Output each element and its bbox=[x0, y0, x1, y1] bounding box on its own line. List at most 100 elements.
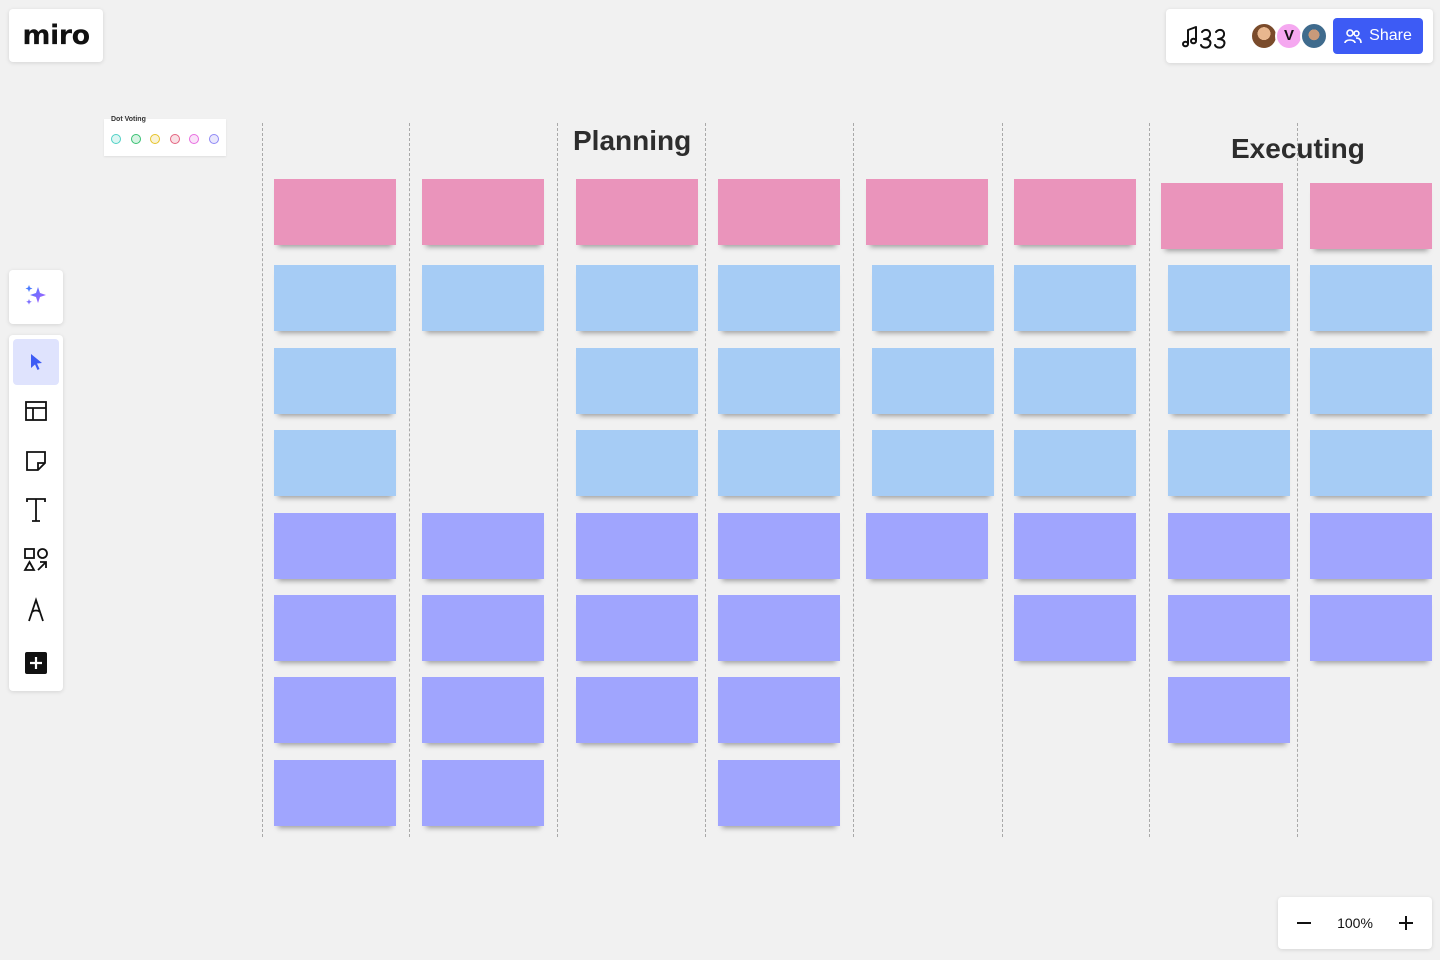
user-avatar[interactable] bbox=[1300, 22, 1328, 50]
pen-icon bbox=[28, 597, 44, 622]
sticky-note-violet[interactable] bbox=[422, 595, 544, 661]
logo-text: miro bbox=[22, 20, 90, 51]
zoom-in-button[interactable] bbox=[1394, 911, 1418, 935]
sticky-note-blue[interactable] bbox=[274, 430, 396, 496]
sticky-note-blue[interactable] bbox=[872, 430, 994, 496]
shapes-tool[interactable] bbox=[13, 537, 59, 583]
sticky-note-violet[interactable] bbox=[576, 513, 698, 579]
logo[interactable]: miro bbox=[9, 9, 103, 62]
sticky-note-icon bbox=[26, 451, 46, 471]
vote-dot[interactable] bbox=[189, 134, 200, 144]
sticky-note-pink[interactable] bbox=[1310, 183, 1432, 249]
zoom-level[interactable]: 100% bbox=[1337, 915, 1373, 931]
more-tools-button[interactable] bbox=[13, 640, 59, 686]
column-divider bbox=[705, 123, 706, 837]
collaboration-bar: V Share bbox=[1166, 9, 1433, 63]
pen-tool[interactable] bbox=[13, 587, 59, 633]
column-divider bbox=[262, 123, 263, 837]
column-divider bbox=[409, 123, 410, 837]
zoom-out-button[interactable] bbox=[1292, 911, 1316, 935]
sticky-note-pink[interactable] bbox=[1014, 179, 1136, 245]
sticky-note-violet[interactable] bbox=[1310, 513, 1432, 579]
sticky-note-pink[interactable] bbox=[422, 179, 544, 245]
sticky-note-blue[interactable] bbox=[422, 265, 544, 331]
sticky-note-pink[interactable] bbox=[1161, 183, 1283, 249]
sticky-note-violet[interactable] bbox=[866, 513, 988, 579]
sticky-note-violet[interactable] bbox=[1014, 513, 1136, 579]
templates-tool[interactable] bbox=[13, 388, 59, 434]
sticky-note-violet[interactable] bbox=[422, 513, 544, 579]
sticky-note-violet[interactable] bbox=[718, 595, 840, 661]
share-button[interactable]: Share bbox=[1333, 18, 1423, 54]
sticky-note-blue[interactable] bbox=[1168, 265, 1290, 331]
sticky-note-tool[interactable] bbox=[13, 438, 59, 484]
sticky-note-violet[interactable] bbox=[576, 595, 698, 661]
plus-square-icon bbox=[25, 652, 47, 674]
sticky-note-blue[interactable] bbox=[718, 430, 840, 496]
sticky-note-violet[interactable] bbox=[274, 760, 396, 826]
sticky-note-violet[interactable] bbox=[576, 677, 698, 743]
column-divider bbox=[1297, 123, 1298, 837]
zoom-controls: 100% bbox=[1278, 897, 1432, 949]
cursor-icon bbox=[31, 354, 42, 370]
shapes-icon bbox=[23, 548, 48, 571]
sticky-note-violet[interactable] bbox=[1310, 595, 1432, 661]
sticky-note-blue[interactable] bbox=[1310, 348, 1432, 414]
sticky-note-pink[interactable] bbox=[274, 179, 396, 245]
sticky-note-blue[interactable] bbox=[1014, 430, 1136, 496]
sticky-note-violet[interactable] bbox=[422, 760, 544, 826]
minus-icon bbox=[1297, 922, 1311, 924]
sticky-note-blue[interactable] bbox=[274, 348, 396, 414]
sticky-note-violet[interactable] bbox=[718, 760, 840, 826]
column-divider bbox=[1002, 123, 1003, 837]
sticky-note-violet[interactable] bbox=[718, 513, 840, 579]
sticky-note-blue[interactable] bbox=[1310, 265, 1432, 331]
sticky-note-pink[interactable] bbox=[576, 179, 698, 245]
sticky-note-violet[interactable] bbox=[1168, 513, 1290, 579]
sticky-note-violet[interactable] bbox=[274, 595, 396, 661]
vote-dot[interactable] bbox=[111, 134, 121, 144]
sticky-note-blue[interactable] bbox=[718, 265, 840, 331]
sticky-note-violet[interactable] bbox=[1014, 595, 1136, 661]
sticky-note-violet[interactable] bbox=[718, 677, 840, 743]
layout-icon bbox=[25, 401, 47, 421]
sticky-note-pink[interactable] bbox=[866, 179, 988, 245]
column-divider bbox=[853, 123, 854, 837]
text-icon bbox=[26, 498, 46, 522]
vote-dot[interactable] bbox=[150, 134, 161, 144]
vote-dot[interactable] bbox=[169, 134, 180, 144]
share-label: Share bbox=[1369, 27, 1412, 44]
sticky-note-violet[interactable] bbox=[1168, 677, 1290, 743]
text-tool[interactable] bbox=[13, 487, 59, 533]
sticky-note-blue[interactable] bbox=[872, 348, 994, 414]
user-avatar[interactable]: V bbox=[1275, 22, 1303, 50]
ai-assist-button[interactable] bbox=[9, 270, 63, 324]
sticky-note-violet[interactable] bbox=[274, 677, 396, 743]
vote-dot[interactable] bbox=[209, 134, 219, 144]
sticky-note-blue[interactable] bbox=[1310, 430, 1432, 496]
plus-icon bbox=[1399, 916, 1413, 930]
column-divider bbox=[557, 123, 558, 837]
sticky-note-blue[interactable] bbox=[1014, 265, 1136, 331]
sticky-note-blue[interactable] bbox=[718, 348, 840, 414]
dot-voting-widget[interactable]: Dot Voting bbox=[104, 116, 226, 156]
sticky-note-blue[interactable] bbox=[576, 265, 698, 331]
sticky-note-pink[interactable] bbox=[718, 179, 840, 245]
sticky-note-blue[interactable] bbox=[1168, 430, 1290, 496]
creation-toolbar bbox=[9, 335, 63, 691]
sticky-note-blue[interactable] bbox=[274, 265, 396, 331]
vote-dot[interactable] bbox=[130, 134, 141, 144]
sticky-note-blue[interactable] bbox=[1014, 348, 1136, 414]
sticky-note-blue[interactable] bbox=[1168, 348, 1290, 414]
user-avatar[interactable] bbox=[1250, 22, 1278, 50]
sticky-note-blue[interactable] bbox=[576, 430, 698, 496]
sticky-note-violet[interactable] bbox=[1168, 595, 1290, 661]
dot-voting-label: Dot Voting bbox=[111, 116, 146, 123]
sticky-note-blue[interactable] bbox=[576, 348, 698, 414]
sticky-note-violet[interactable] bbox=[274, 513, 396, 579]
select-tool[interactable] bbox=[13, 339, 59, 385]
sticky-note-violet[interactable] bbox=[422, 677, 544, 743]
sticky-note-blue[interactable] bbox=[872, 265, 994, 331]
reactions-icon[interactable] bbox=[1180, 24, 1232, 50]
users-icon bbox=[1344, 29, 1362, 44]
